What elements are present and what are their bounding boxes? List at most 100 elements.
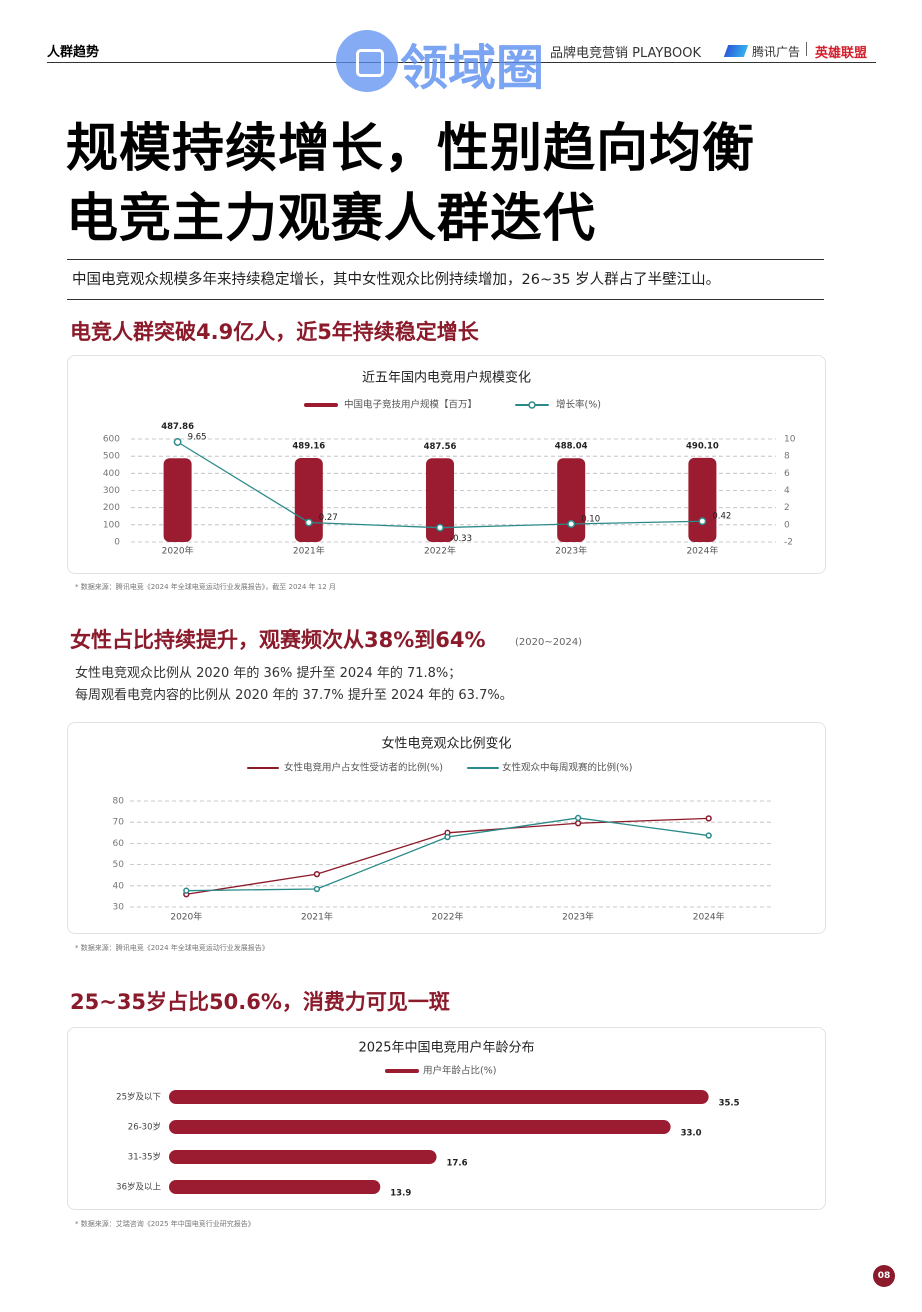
data-label: -0.33 — [450, 534, 472, 544]
bar — [169, 1120, 671, 1134]
tencent-icon — [723, 45, 749, 57]
data-label: 0.10 — [581, 514, 600, 524]
y2-tick-label: -2 — [784, 538, 793, 548]
watermark-icon — [336, 30, 398, 92]
source-note: * 数据来源：腾讯电竞《2024 年全球电竞运动行业发展报告》，截至 2024 … — [75, 583, 336, 591]
point — [567, 520, 576, 528]
section-heading: 女性占比持续提升，观赛频次从38%到64% — [70, 628, 486, 652]
data-label: 488.04 — [555, 442, 588, 452]
bar — [169, 1150, 437, 1164]
source-note: * 数据来源：腾讯电竞《2024 年全球电竞运动行业发展报告》 — [75, 944, 269, 952]
watermark: 领域圈 — [400, 40, 545, 96]
y-tick-label: 40 — [113, 881, 125, 891]
data-label: 0.42 — [712, 512, 731, 522]
y-tick-label: 25岁及以下 — [116, 1092, 161, 1103]
point — [705, 832, 712, 839]
legend-marker — [528, 401, 536, 409]
y-tick-label: 300 — [103, 486, 120, 496]
legend-label: 女性观众中每周观赛的比例(%) — [502, 762, 632, 774]
x-tick-label: 2024年 — [693, 911, 725, 923]
x-tick-label: 2024年 — [686, 545, 718, 557]
chart-card: 女性电竞观众比例变化女性电竞用户占女性受访者的比例(%) 女性观众中每周观赛的比例… — [67, 722, 826, 934]
y-tick-label: 50 — [113, 860, 125, 870]
intro-frame — [67, 259, 824, 300]
paragraph: 女性电竞观众比例从 2020 年的 36% 提升至 2024 年的 71.8%； — [75, 666, 462, 681]
legend-label: 中国电子竞技用户规模【百万】 — [344, 399, 477, 411]
paragraph: 每周观看电竞内容的比例从 2020 年的 37.7% 提升至 2024 年的 6… — [75, 688, 513, 703]
bar — [557, 458, 586, 542]
y2-tick-label: 2 — [784, 503, 790, 513]
source-note: * 数据来源：艾瑞咨询《2025 年中国电竞行业研究报告》 — [75, 1220, 255, 1228]
x-tick-label: 2022年 — [432, 911, 464, 923]
x-tick-label: 2020年 — [162, 545, 194, 557]
point — [574, 820, 582, 827]
y-tick-label: 80 — [113, 797, 125, 807]
data-label: 35.5 — [719, 1099, 740, 1109]
logo-tencent: 腾讯广告 — [752, 45, 801, 59]
intro: 中国电竞观众规模多年来持续稳定增长，其中女性观众比例持续增加，26~35 岁人群… — [72, 272, 721, 288]
point — [313, 885, 321, 893]
data-label: 489.16 — [292, 442, 325, 452]
x-tick-label: 2020年 — [170, 911, 202, 923]
chart-title: 2025年中国电竞用户年龄分布 — [358, 1040, 534, 1056]
data-label: 487.86 — [161, 422, 194, 432]
bar — [294, 458, 323, 542]
point — [436, 523, 444, 532]
bar — [688, 457, 717, 542]
x-tick-label: 2021年 — [293, 545, 325, 557]
series-line — [186, 817, 709, 892]
point — [444, 833, 451, 841]
logo-divider — [806, 42, 807, 56]
chart-title: 近五年国内电竞用户规模变化 — [362, 370, 531, 386]
y-tick-label: 30 — [113, 903, 125, 913]
bar — [169, 1180, 381, 1194]
y-tick-label: 60 — [113, 839, 125, 849]
point — [304, 518, 313, 527]
logo-lol: 英雄联盟 — [815, 46, 868, 61]
data-label: 487.56 — [424, 442, 457, 452]
y2-tick-label: 4 — [784, 486, 790, 496]
data-label: 9.65 — [188, 433, 207, 443]
y2-tick-label: 0 — [784, 520, 790, 530]
y2-tick-label: 6 — [784, 469, 790, 479]
y2-tick-label: 10 — [784, 435, 796, 445]
y-tick-label: 100 — [103, 520, 120, 530]
data-label: 0.27 — [319, 513, 338, 523]
y-tick-label: 500 — [103, 452, 120, 462]
x-tick-label: 2021年 — [301, 911, 333, 923]
y-tick-label: 200 — [103, 503, 120, 513]
x-tick-label: 2023年 — [562, 911, 594, 923]
brand: 品牌电竞营销 PLAYBOOK — [550, 46, 702, 61]
x-tick-label: 2022年 — [424, 545, 456, 557]
chart-card: 2025年中国电竞用户年龄分布 用户年龄占比(%) 25岁及以下 26-30岁 31-3… — [67, 1027, 826, 1210]
y-tick-label: 0 — [114, 538, 120, 548]
y-tick-label: 400 — [103, 469, 120, 479]
data-label: 13.9 — [390, 1189, 411, 1199]
page-number: 08 — [873, 1265, 895, 1287]
point — [313, 870, 321, 878]
y-tick-label: 26-30岁 — [128, 1122, 161, 1133]
point — [574, 814, 582, 822]
header-rule — [47, 62, 876, 63]
x-tick-label: 2023年 — [555, 545, 587, 557]
section-heading: 电竞人群突破4.9亿人，近5年持续稳定增长 — [70, 320, 479, 344]
legend-label: 用户年龄占比(%) — [423, 1065, 496, 1077]
data-label: 490.10 — [686, 441, 719, 451]
y-tick-label: 70 — [113, 818, 125, 828]
y-tick-label: 36岁及以上 — [116, 1182, 161, 1193]
title-line: 电竞主力观赛人群迭代 — [66, 189, 597, 249]
legend-label: 女性电竞用户占女性受访者的比例(%) — [284, 762, 443, 774]
legend-label: 增长率(%) — [556, 399, 601, 411]
data-label: 33.0 — [681, 1129, 702, 1139]
bar — [169, 1090, 709, 1104]
section-heading: 25~35岁占比50.6%，消费力可见一斑 — [70, 990, 450, 1014]
section-note: (2020~2024) — [515, 637, 583, 648]
y-tick-label: 600 — [103, 435, 120, 445]
chart-title: 女性电竞观众比例变化 — [381, 736, 511, 752]
y2-tick-label: 8 — [784, 452, 790, 462]
section-label: 人群趋势 — [47, 45, 100, 60]
point — [173, 438, 182, 446]
